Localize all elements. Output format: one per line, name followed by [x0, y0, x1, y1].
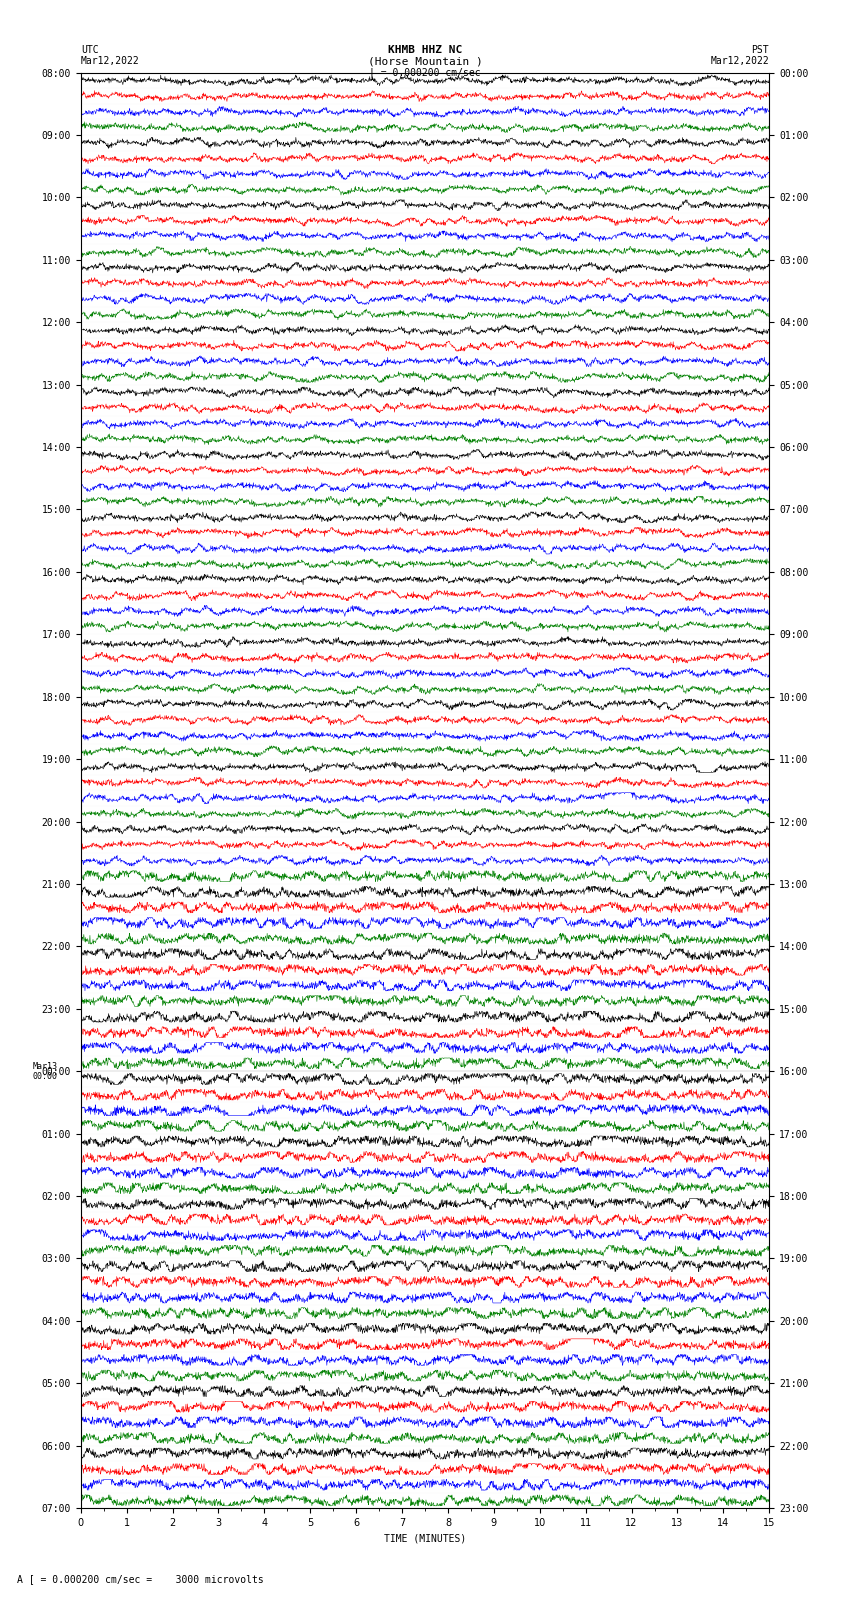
Text: (Horse Mountain ): (Horse Mountain ): [367, 56, 483, 66]
Text: UTC: UTC: [81, 45, 99, 55]
Text: Mar12,2022: Mar12,2022: [81, 56, 139, 66]
Text: Mar12,2022: Mar12,2022: [711, 56, 769, 66]
Text: | = 0.000200 cm/sec: | = 0.000200 cm/sec: [369, 68, 481, 79]
X-axis label: TIME (MINUTES): TIME (MINUTES): [384, 1534, 466, 1544]
Text: KHMB HHZ NC: KHMB HHZ NC: [388, 45, 462, 55]
Text: Mar13
00:00: Mar13 00:00: [33, 1061, 58, 1081]
Text: PST: PST: [751, 45, 769, 55]
Text: A [ = 0.000200 cm/sec =    3000 microvolts: A [ = 0.000200 cm/sec = 3000 microvolts: [17, 1574, 264, 1584]
